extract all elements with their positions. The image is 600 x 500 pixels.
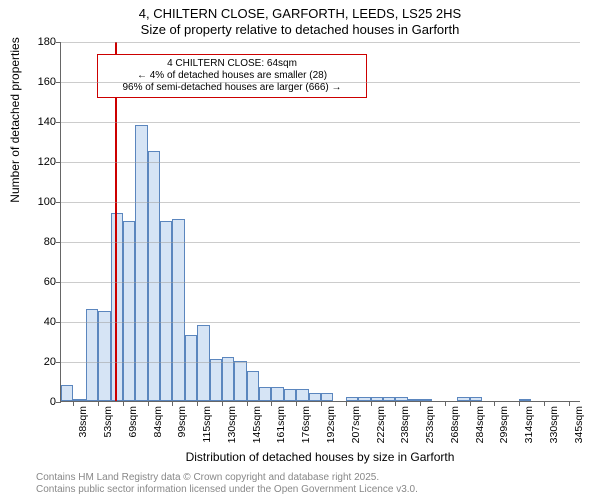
x-tick-label: 115sqm	[201, 406, 213, 456]
attribution-line1: Contains HM Land Registry data © Crown c…	[36, 472, 418, 484]
x-tick-label: 253sqm	[424, 406, 436, 456]
attribution-text: Contains HM Land Registry data © Crown c…	[36, 472, 418, 496]
x-tick-label: 330sqm	[548, 406, 560, 456]
y-tick-label: 0	[20, 396, 56, 408]
x-tick-label: 238sqm	[399, 406, 411, 456]
histogram-bar	[123, 221, 135, 401]
chart-container: { "chart": { "type": "histogram", "title…	[0, 0, 600, 500]
plot-area: 4 CHILTERN CLOSE: 64sqm← 4% of detached …	[60, 42, 580, 402]
y-tick-label: 40	[20, 316, 56, 328]
x-tick-label: 222sqm	[375, 406, 387, 456]
histogram-bar	[135, 125, 147, 401]
x-tick-label: 84sqm	[152, 406, 164, 456]
histogram-bar	[222, 357, 234, 401]
x-tick-label: 99sqm	[176, 406, 188, 456]
histogram-bar	[358, 397, 370, 401]
histogram-bar	[296, 389, 308, 401]
chart-title-line1: 4, CHILTERN CLOSE, GARFORTH, LEEDS, LS25…	[0, 6, 600, 21]
histogram-bar	[271, 387, 283, 401]
annotation-line: 4 CHILTERN CLOSE: 64sqm	[104, 58, 360, 70]
y-tick-label: 180	[20, 36, 56, 48]
histogram-bar	[73, 399, 85, 401]
attribution-line2: Contains public sector information licen…	[36, 484, 418, 496]
histogram-bar	[408, 399, 420, 401]
histogram-bar	[309, 393, 321, 401]
x-tick-label: 176sqm	[300, 406, 312, 456]
chart-title-line2: Size of property relative to detached ho…	[0, 22, 600, 37]
histogram-bar	[519, 399, 531, 401]
histogram-bar	[457, 397, 469, 401]
histogram-bar	[172, 219, 184, 401]
x-tick-label: 38sqm	[77, 406, 89, 456]
x-tick-labels: 38sqm53sqm69sqm84sqm99sqm115sqm130sqm145…	[60, 402, 580, 450]
histogram-bar	[395, 397, 407, 401]
histogram-bar	[234, 361, 246, 401]
x-tick-label: 268sqm	[449, 406, 461, 456]
x-axis-label: Distribution of detached houses by size …	[60, 450, 580, 464]
histogram-bar	[420, 399, 432, 401]
y-tick-label: 160	[20, 76, 56, 88]
histogram-bar	[185, 335, 197, 401]
annotation-box: 4 CHILTERN CLOSE: 64sqm← 4% of detached …	[97, 54, 367, 98]
x-tick-label: 53sqm	[102, 406, 114, 456]
histogram-bar	[383, 397, 395, 401]
annotation-line: ← 4% of detached houses are smaller (28)	[104, 70, 360, 82]
histogram-bar	[371, 397, 383, 401]
x-tick-label: 161sqm	[275, 406, 287, 456]
x-tick-label: 145sqm	[251, 406, 263, 456]
histogram-bar	[61, 385, 73, 401]
histogram-bar	[284, 389, 296, 401]
histogram-bar	[197, 325, 209, 401]
x-tick-label: 130sqm	[226, 406, 238, 456]
y-tick-label: 100	[20, 196, 56, 208]
histogram-bar	[470, 397, 482, 401]
y-tick-labels: 020406080100120140160180	[20, 42, 60, 402]
histogram-bar	[160, 221, 172, 401]
histogram-bar	[247, 371, 259, 401]
histogram-bar	[321, 393, 333, 401]
y-tick-label: 60	[20, 276, 56, 288]
histogram-bar	[98, 311, 110, 401]
y-tick-label: 80	[20, 236, 56, 248]
x-tick-label: 345sqm	[573, 406, 585, 456]
x-tick-label: 299sqm	[498, 406, 510, 456]
histogram-bar	[210, 359, 222, 401]
y-tick-label: 120	[20, 156, 56, 168]
x-tick-label: 284sqm	[474, 406, 486, 456]
histogram-bar	[259, 387, 271, 401]
x-tick-label: 207sqm	[350, 406, 362, 456]
y-tick-label: 20	[20, 356, 56, 368]
x-tick-label: 69sqm	[127, 406, 139, 456]
histogram-bar	[346, 397, 358, 401]
x-tick-label: 192sqm	[325, 406, 337, 456]
y-tick-label: 140	[20, 116, 56, 128]
x-tick-label: 314sqm	[523, 406, 535, 456]
annotation-line: 96% of semi-detached houses are larger (…	[104, 82, 360, 94]
histogram-bar	[148, 151, 160, 401]
